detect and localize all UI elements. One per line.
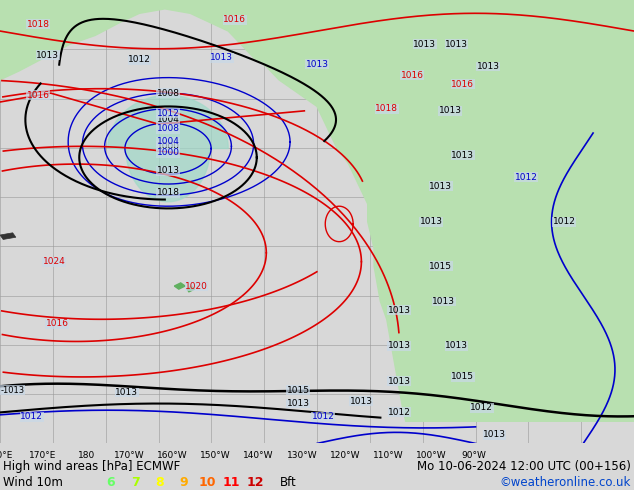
Text: 1013: 1013 (210, 53, 233, 62)
Text: 1013: 1013 (388, 306, 411, 315)
Text: 1004: 1004 (157, 137, 179, 147)
Text: 1012: 1012 (515, 173, 538, 182)
Text: 160°W: 160°W (157, 451, 188, 461)
Text: 1012: 1012 (312, 413, 335, 421)
Text: Mo 10-06-2024 12:00 UTC (00+156): Mo 10-06-2024 12:00 UTC (00+156) (417, 460, 631, 473)
Text: 10: 10 (198, 476, 216, 490)
Text: 1013: 1013 (157, 166, 179, 175)
Text: 1024: 1024 (42, 257, 65, 266)
Polygon shape (0, 0, 634, 421)
Polygon shape (0, 233, 16, 240)
Text: 1013: 1013 (439, 106, 462, 115)
Text: 1013: 1013 (420, 217, 443, 226)
Text: 1013: 1013 (451, 151, 474, 160)
Text: 1008: 1008 (157, 89, 179, 98)
Text: 1013: 1013 (445, 40, 468, 49)
Polygon shape (174, 283, 185, 289)
Text: 1013: 1013 (477, 62, 500, 71)
Text: Wind 10m: Wind 10m (3, 476, 63, 490)
Text: 110°W: 110°W (373, 451, 403, 461)
Text: 1013: 1013 (36, 51, 59, 60)
Text: 1013: 1013 (413, 40, 436, 49)
Text: 180: 180 (77, 451, 95, 461)
Text: 1013: 1013 (115, 388, 138, 397)
Text: 1015: 1015 (287, 386, 309, 395)
Text: 6: 6 (107, 476, 115, 490)
Polygon shape (187, 286, 195, 292)
Text: 1015: 1015 (451, 372, 474, 381)
Text: 1013: 1013 (350, 397, 373, 406)
Text: 150°W: 150°W (200, 451, 231, 461)
Polygon shape (108, 96, 228, 202)
Text: 1013: 1013 (287, 399, 309, 408)
Text: 12: 12 (247, 476, 264, 490)
Text: ©weatheronline.co.uk: ©weatheronline.co.uk (500, 476, 631, 490)
Text: 1018: 1018 (157, 188, 179, 197)
Text: 1018: 1018 (375, 104, 398, 113)
Text: 1016: 1016 (27, 91, 49, 100)
Text: 1016: 1016 (401, 71, 424, 80)
Text: 1012: 1012 (470, 403, 493, 413)
Text: 160°E: 160°E (0, 451, 14, 461)
Text: 8: 8 (155, 476, 164, 490)
Text: 1012: 1012 (20, 413, 43, 421)
Text: 1013: 1013 (445, 342, 468, 350)
Text: 9: 9 (179, 476, 188, 490)
Text: 1004: 1004 (157, 115, 179, 124)
Text: 1012: 1012 (128, 55, 151, 64)
Text: 1012: 1012 (157, 109, 179, 118)
Text: 11: 11 (223, 476, 240, 490)
Text: 1018: 1018 (27, 20, 49, 29)
Text: 1000: 1000 (157, 148, 179, 157)
Text: High wind areas [hPa] ECMWF: High wind areas [hPa] ECMWF (3, 460, 181, 473)
Text: 1012: 1012 (553, 217, 576, 226)
Text: 1013: 1013 (429, 182, 452, 191)
Text: 1013: 1013 (483, 430, 506, 439)
Text: 1013: 1013 (306, 60, 328, 69)
Text: 1016: 1016 (223, 16, 246, 24)
Text: 1000: 1000 (157, 142, 179, 151)
Text: 1012: 1012 (388, 408, 411, 417)
Text: 170°E: 170°E (29, 451, 57, 461)
Text: Bft: Bft (280, 476, 296, 490)
Polygon shape (0, 0, 63, 53)
Text: 170°W: 170°W (114, 451, 145, 461)
Text: 1013: 1013 (388, 342, 411, 350)
Text: 1020: 1020 (185, 282, 208, 291)
Text: -1013: -1013 (1, 386, 25, 395)
Text: 1013: 1013 (388, 377, 411, 386)
Text: 1015: 1015 (429, 262, 452, 270)
Text: 1008: 1008 (157, 124, 179, 133)
Text: 1013: 1013 (432, 297, 455, 306)
Text: 130°W: 130°W (287, 451, 317, 461)
Text: 120°W: 120°W (330, 451, 360, 461)
Text: 100°W: 100°W (416, 451, 446, 461)
Text: 140°W: 140°W (243, 451, 274, 461)
Text: 1016: 1016 (451, 80, 474, 89)
Text: 90°W: 90°W (462, 451, 487, 461)
Text: 1016: 1016 (46, 319, 68, 328)
Text: 7: 7 (131, 476, 139, 490)
